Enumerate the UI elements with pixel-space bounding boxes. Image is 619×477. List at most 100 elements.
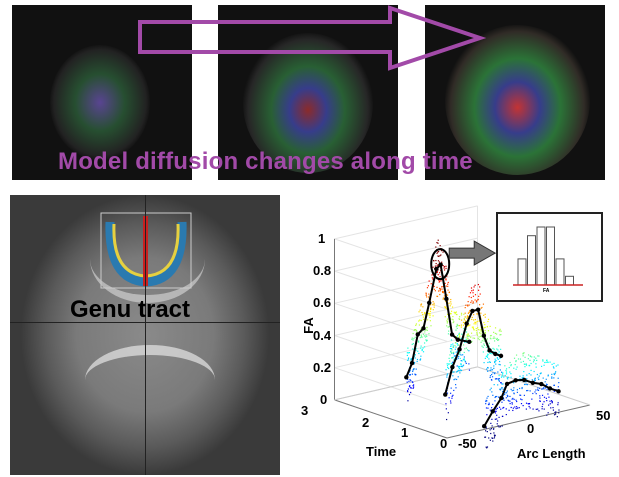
fa-sample-point <box>418 341 420 343</box>
fa-sample-point <box>407 352 409 354</box>
fa-sample-point <box>510 388 512 390</box>
fa-sample-point <box>547 361 549 363</box>
fa-sample-point <box>522 375 524 377</box>
fa-sample-point <box>464 348 466 350</box>
mean-fa-point <box>513 378 518 383</box>
fa-sample-point <box>409 379 411 381</box>
fa-sample-point <box>452 356 454 359</box>
fa-sample-point <box>459 370 461 372</box>
fa-sample-point <box>534 391 536 393</box>
fa-sample-point <box>476 300 478 302</box>
fa-sample-point <box>538 375 540 377</box>
fa-sample-point <box>485 403 487 405</box>
fa-sample-point <box>456 370 459 372</box>
fa-sample-point <box>436 241 438 244</box>
fa-sample-point <box>550 407 552 409</box>
fa-sample-point <box>505 413 507 416</box>
fa-sample-point <box>415 349 417 351</box>
fa-sample-point <box>548 404 550 406</box>
fa-sample-point <box>527 358 529 360</box>
fa-sample-point <box>493 437 496 439</box>
fa-sample-point <box>494 373 496 375</box>
fa-sample-point <box>434 265 436 267</box>
fa-sample-point <box>458 324 461 327</box>
fa-sample-point <box>468 304 470 306</box>
fa-sample-point <box>496 407 499 409</box>
fa-sample-point <box>489 352 492 354</box>
fa-sample-point <box>498 426 500 428</box>
fa-sample-point <box>508 400 510 402</box>
fa-sample-point <box>446 294 449 296</box>
mean-fa-point <box>455 337 460 342</box>
fa-sample-point <box>527 403 529 405</box>
fa-sample-point <box>423 342 426 344</box>
fa-sample-point <box>481 345 483 347</box>
fa-sample-point <box>451 349 453 351</box>
peak-highlight-ellipse <box>430 248 451 281</box>
fa-sample-point <box>480 341 482 343</box>
fa-sample-point <box>529 390 531 392</box>
fa-sample-point <box>482 351 484 353</box>
fa-sample-point <box>414 357 416 359</box>
fa-sample-point <box>453 355 455 357</box>
fa-sample-point <box>494 396 496 399</box>
fa-sample-point <box>557 404 559 406</box>
fa-sample-point <box>425 329 427 331</box>
fa-sample-point <box>446 392 449 394</box>
fa-sample-point <box>415 347 417 350</box>
fa-sample-point <box>488 437 490 439</box>
fa-sample-point <box>412 348 414 350</box>
fa-sample-point <box>412 342 414 345</box>
fa-sample-point <box>476 313 478 315</box>
fa-sample-point <box>490 407 493 409</box>
fa-sample-point <box>449 400 452 402</box>
fa-sample-point <box>458 365 460 368</box>
mean-fa-point <box>504 381 510 387</box>
fa-sample-point <box>505 369 507 372</box>
fa-sample-point <box>499 334 501 336</box>
fa-sample-point <box>522 360 525 363</box>
fa-sample-point <box>519 375 521 377</box>
fa-sample-point <box>457 344 460 346</box>
dti-panel-time-2 <box>218 5 398 180</box>
fa-sample-point <box>450 348 453 350</box>
fa-sample-point <box>416 331 418 333</box>
mean-fa-point <box>475 307 481 312</box>
fa-sample-point <box>406 352 408 354</box>
fa-sample-point <box>439 272 441 274</box>
fa-sample-point <box>468 363 470 365</box>
fa-sample-point <box>487 361 489 364</box>
fa-sample-point <box>412 369 414 371</box>
time-axis-label: Time <box>366 444 397 459</box>
fa-sample-point <box>551 363 553 365</box>
fa-sample-point <box>454 311 456 314</box>
fa-sample-point <box>496 414 498 416</box>
genu-tract-label: Genu tract <box>70 296 191 323</box>
fa-sample-point <box>510 406 512 409</box>
fa-sample-point <box>551 402 553 404</box>
fa-sample-point <box>509 371 511 373</box>
fa-sample-point <box>496 357 499 359</box>
histogram-bar <box>546 226 555 286</box>
fa-sample-point <box>419 319 421 321</box>
time-axis <box>334 399 448 439</box>
fa-sample-point <box>428 280 430 282</box>
fa-sample-point <box>479 304 481 306</box>
fa-sample-point <box>410 387 412 389</box>
fa-sample-point <box>442 297 445 299</box>
fa-sample-point <box>418 352 420 355</box>
fa-sample-point <box>483 314 485 316</box>
fa-sample-point <box>520 394 522 396</box>
fa-sample-point <box>502 407 504 409</box>
mean-fa-point <box>421 326 426 331</box>
fa-sample-point <box>526 378 528 380</box>
fa-sample-point <box>555 371 557 373</box>
fa-sample-point <box>436 295 438 297</box>
fa-sample-point <box>501 387 503 389</box>
fa-sample-point <box>553 367 555 369</box>
fa-sample-point <box>477 329 480 331</box>
fa-sample-point <box>460 314 463 316</box>
grid-line <box>334 335 448 375</box>
fa-sample-point <box>541 408 543 410</box>
fa-sample-point <box>465 338 467 340</box>
